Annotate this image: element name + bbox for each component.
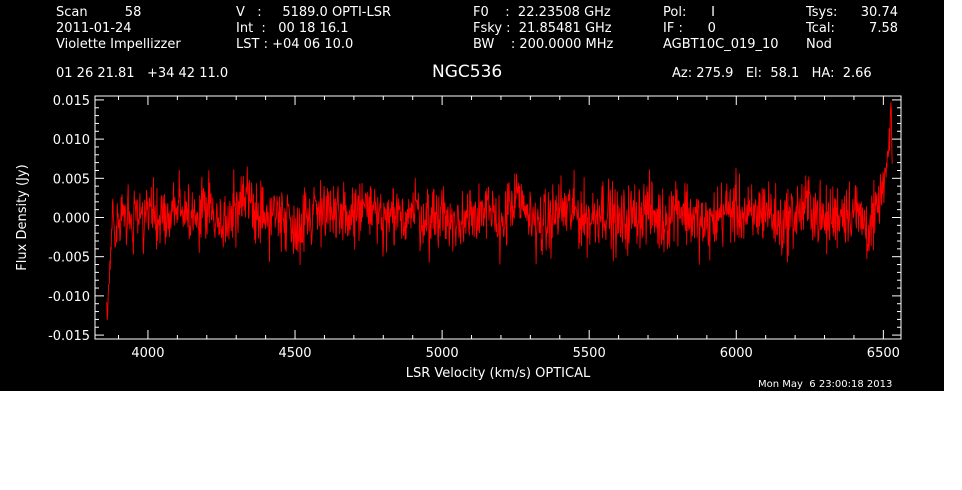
x-tick-label: 5500 — [573, 346, 606, 361]
project-id: AGBT10C_019_10 — [663, 37, 779, 52]
bandwidth: BW : 200.0000 MHz — [473, 37, 614, 52]
rest-frequency: F0 : 22.23508 GHz — [473, 5, 611, 20]
observation-date: 2011-01-24 — [56, 21, 132, 36]
plot-timestamp: Mon May 6 23:00:18 2013 — [758, 379, 893, 390]
x-tick-label: 6000 — [720, 346, 753, 361]
scan-number: Scan 58 — [56, 5, 142, 20]
y-tick-label: 0.000 — [53, 212, 90, 227]
spectrum-chart: 4000 4500 5000 5500 6000 6500 0.015 0.010 0.005 0… — [15, 94, 902, 381]
x-tick-label: 5000 — [426, 346, 459, 361]
y-axis-label: Flux Density (Jy) — [15, 164, 30, 270]
sky-frequency: Fsky : 21.85481 GHz — [473, 21, 612, 36]
tcal-value: 7.58 — [869, 21, 898, 36]
plot-panel: Scan 58 2011-01-24 Violette Impellizzer … — [0, 0, 944, 391]
spectrum-trace — [106, 102, 893, 321]
y-tick-label: 0.015 — [53, 94, 90, 109]
x-tick-label: 4500 — [278, 346, 311, 361]
sky-coordinates: 01 26 21.81 +34 42 11.0 — [56, 66, 229, 81]
lst-info: LST : +04 06 10.0 — [236, 37, 354, 52]
x-tick-label: 4000 — [131, 346, 164, 361]
velocity-info: V : 5189.0 OPTI-LSR — [236, 5, 392, 20]
pointing-info: Az: 275.9 El: 58.1 HA: 2.66 — [672, 66, 872, 81]
x-axis-label: LSR Velocity (km/s) OPTICAL — [406, 366, 591, 381]
y-tick-label: -0.005 — [48, 251, 90, 266]
tsys-value: 30.74 — [860, 5, 898, 20]
nod-label: Nod — [806, 37, 832, 52]
y-tick-label: -0.010 — [48, 290, 90, 305]
if-number: IF : 0 — [663, 21, 716, 36]
y-tick-label: 0.010 — [53, 133, 90, 148]
tcal-label: Tcal: — [806, 21, 835, 36]
polarization: Pol: I — [663, 5, 715, 20]
integration-time: Int : 00 18 16.1 — [236, 21, 349, 36]
source-name: NGC536 — [432, 62, 503, 82]
y-tick-label: 0.005 — [53, 172, 90, 187]
x-tick-label: 6500 — [867, 346, 900, 361]
tsys-label: Tsys: — [806, 5, 838, 20]
observer-name: Violette Impellizzer — [56, 37, 181, 52]
y-tick-label: -0.015 — [48, 329, 90, 344]
